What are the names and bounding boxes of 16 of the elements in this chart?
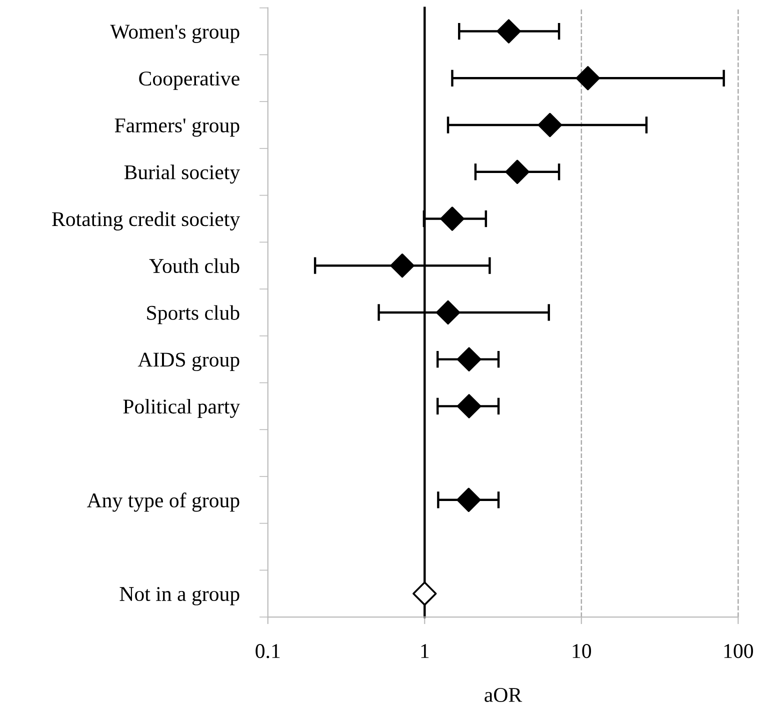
x-axis-title: aOR [484, 688, 522, 702]
x-tick-label: 100 [724, 644, 753, 658]
y-tick-label: AIDS group [138, 352, 240, 372]
x-tick-label: 10 [572, 644, 592, 658]
x-tick-label: 1 [421, 644, 429, 658]
y-tick-label: Political party [123, 398, 240, 418]
y-tick-label: Women's group [110, 24, 240, 43]
y-tick-label: Any type of group [86, 492, 240, 512]
y-tick-label: Cooperative [139, 72, 240, 90]
y-tick-label: Sports club [147, 305, 240, 324]
y-tick-label: Farmers' group [114, 118, 240, 137]
y-tick-label: Rotating credit society [52, 212, 240, 230]
y-tick-label: Burial society [124, 164, 240, 184]
y-tick-label: Youth club [149, 258, 240, 274]
x-tick-label: 0.1 [256, 644, 280, 658]
y-tick-label: Not in a group [120, 587, 240, 606]
